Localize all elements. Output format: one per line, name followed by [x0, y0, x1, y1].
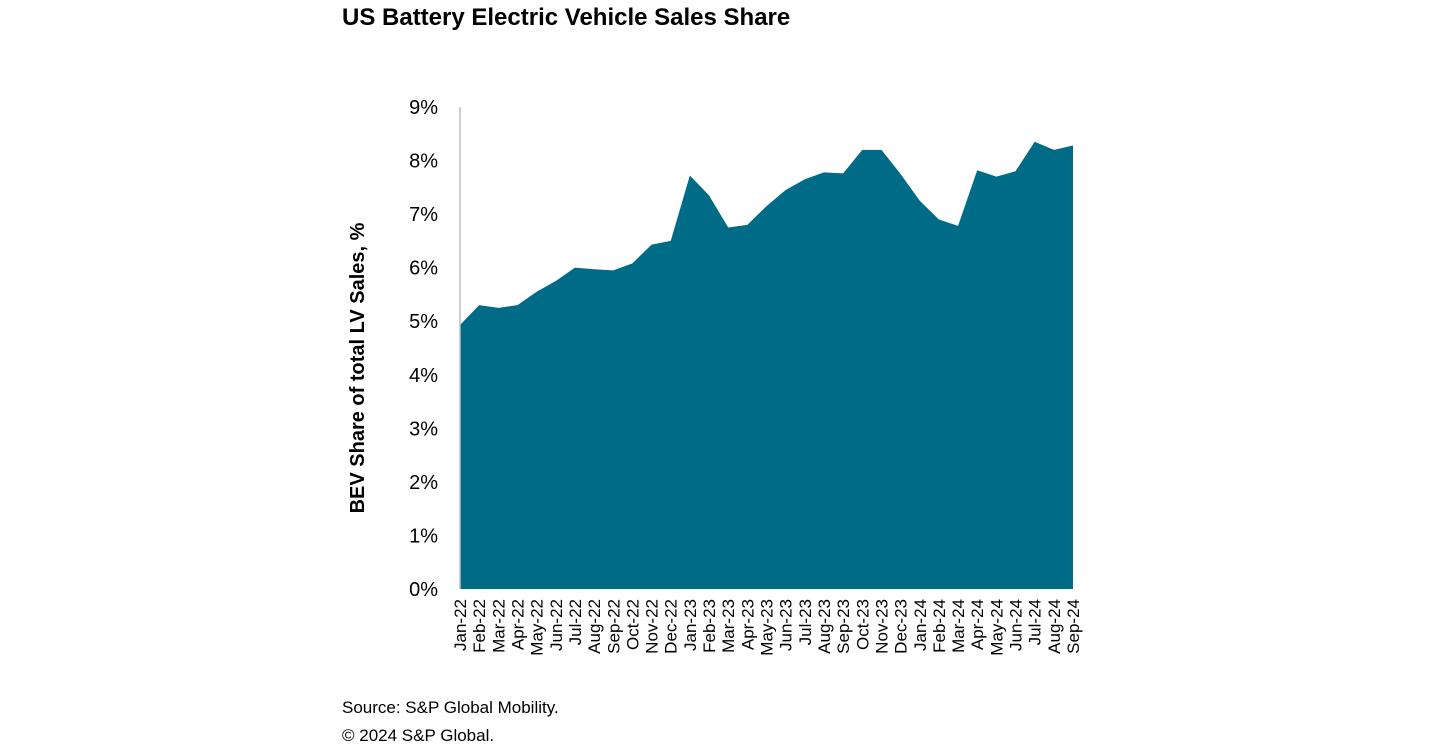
- x-tick-label: Aug-24: [1045, 599, 1064, 654]
- x-tick-label: Sep-22: [604, 599, 623, 654]
- y-tick-label: 2%: [409, 472, 438, 494]
- y-tick-label: 3%: [409, 418, 438, 440]
- x-tick-label: Mar-23: [719, 599, 738, 653]
- y-tick-label: 5%: [409, 311, 438, 333]
- x-tick-label: Jul-23: [796, 599, 815, 645]
- y-tick-label: 9%: [409, 97, 438, 119]
- x-tick-label: Feb-22: [470, 599, 489, 653]
- x-tick-label: Aug-22: [585, 599, 604, 654]
- x-tick-label: May-23: [758, 599, 777, 656]
- x-tick-label: Apr-22: [508, 599, 527, 650]
- x-tick-label: Nov-22: [643, 599, 662, 654]
- area-series: [460, 141, 1073, 590]
- x-tick-label: Nov-23: [872, 599, 891, 654]
- chart-title: US Battery Electric Vehicle Sales Share: [342, 4, 791, 31]
- x-tick-label: Apr-24: [968, 599, 987, 650]
- y-tick-label: 8%: [409, 151, 438, 173]
- x-tick-label: Apr-23: [738, 599, 757, 650]
- y-tick-label: 0%: [409, 579, 438, 601]
- y-tick-label: 4%: [409, 365, 438, 387]
- x-tick-label: Oct-22: [623, 599, 642, 650]
- x-tick-label: May-22: [528, 599, 547, 656]
- x-tick-label: Jun-24: [1007, 599, 1026, 651]
- x-tick-label: Feb-24: [930, 599, 949, 653]
- x-tick-label: Dec-23: [892, 599, 911, 654]
- x-tick-label: May-24: [987, 599, 1006, 656]
- y-tick-label: 7%: [409, 204, 438, 226]
- x-tick-label: Sep-23: [834, 599, 853, 654]
- x-tick-label: Jun-22: [547, 599, 566, 651]
- x-tick-label: Dec-22: [662, 599, 681, 654]
- copyright-note: © 2024 S&P Global.: [342, 726, 495, 745]
- x-tick-label: Jan-22: [451, 599, 470, 651]
- x-tick-label: Oct-23: [853, 599, 872, 650]
- x-tick-label: Jun-23: [777, 599, 796, 651]
- source-note: Source: S&P Global Mobility.: [342, 698, 559, 717]
- x-tick-label: Sep-24: [1064, 599, 1083, 654]
- x-tick-label: Jul-24: [1026, 599, 1045, 645]
- x-tick-label: Mar-24: [949, 599, 968, 653]
- x-tick-label: Jul-22: [566, 599, 585, 645]
- x-tick-label: Mar-22: [489, 599, 508, 653]
- x-tick-label: Jan-24: [911, 599, 930, 651]
- x-tick-label: Jan-23: [681, 599, 700, 651]
- y-tick-label: 1%: [409, 525, 438, 547]
- y-axis-title: BEV Share of total LV Sales, %: [347, 222, 369, 513]
- x-tick-label: Feb-23: [700, 599, 719, 653]
- y-tick-label: 6%: [409, 258, 438, 280]
- x-tick-label: Aug-23: [815, 599, 834, 654]
